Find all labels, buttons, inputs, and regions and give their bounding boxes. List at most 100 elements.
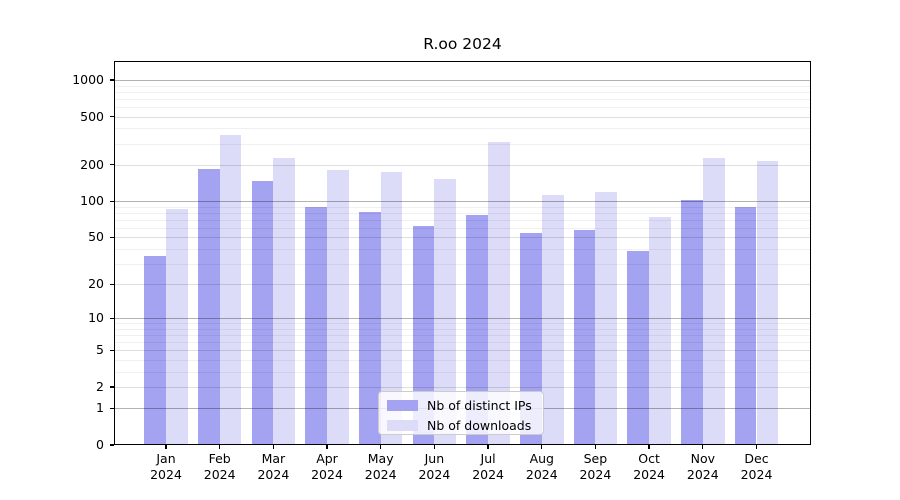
- bar-nb-of-downloads-may-2024: [380, 171, 403, 445]
- x-tick-label-sep-2024: Sep 2024: [579, 451, 612, 482]
- x-tick-may-2024: [380, 445, 382, 449]
- y-tick-1000: [110, 79, 114, 81]
- y-tick-50: [110, 236, 114, 238]
- x-tick-sep-2024: [594, 445, 597, 449]
- y-tick-500: [110, 115, 114, 118]
- plot-area: [114, 61, 811, 445]
- gridline-500: [114, 116, 811, 118]
- gridline-70: [114, 219, 811, 221]
- gridline-4: [114, 360, 811, 361]
- gridline-300: [114, 143, 811, 145]
- gridline-80: [114, 212, 811, 214]
- legend-swatch-downloads: [387, 420, 418, 431]
- x-tick-label-jul-2024: Jul 2024: [472, 451, 504, 482]
- y-tick-label-10: 10: [88, 310, 104, 326]
- legend-swatch-distinct-ips: [387, 400, 418, 411]
- bar-nb-of-downloads-feb-2024: [219, 135, 242, 445]
- bar-nb-of-distinct-ips-may-2024: [358, 212, 381, 445]
- gridline-60: [114, 227, 811, 229]
- x-tick-jun-2024: [433, 445, 436, 449]
- bar-nb-of-downloads-mar-2024: [273, 158, 296, 445]
- gridline-2: [114, 387, 811, 388]
- gridline-200: [114, 164, 811, 166]
- bar-nb-of-distinct-ips-apr-2024: [305, 207, 327, 445]
- gridline-400: [114, 128, 811, 130]
- legend: Nb of distinct IPs Nb of downloads: [378, 391, 544, 435]
- gridline-7: [114, 335, 811, 337]
- bar-nb-of-downloads-sep-2024: [595, 191, 618, 445]
- bar-nb-of-distinct-ips-dec-2024: [734, 206, 757, 445]
- x-tick-label-nov-2024: Nov 2024: [686, 451, 719, 482]
- x-tick-nov-2024: [702, 445, 704, 449]
- x-tick-label-dec-2024: Dec 2024: [740, 451, 773, 482]
- y-tick-200: [110, 164, 114, 166]
- y-tick-label-1000: 1000: [72, 72, 104, 87]
- gridline-600: [114, 106, 811, 108]
- x-tick-jan-2024: [165, 445, 167, 449]
- gridline-40: [114, 248, 811, 250]
- y-tick-label-2: 2: [96, 379, 104, 394]
- legend-item-downloads: Nb of downloads: [387, 417, 543, 434]
- y-tick-label-20: 20: [88, 276, 104, 292]
- gridline-50: [114, 237, 811, 239]
- gridline-800: [114, 91, 811, 93]
- gridline-9: [114, 323, 811, 325]
- gridline-700: [114, 98, 811, 100]
- y-tick-label-200: 200: [80, 156, 104, 172]
- bar-nb-of-distinct-ips-sep-2024: [573, 229, 596, 445]
- y-tick-label-1: 1: [96, 400, 104, 416]
- y-tick-0: [110, 444, 114, 446]
- gridline-3: [114, 371, 811, 373]
- y-tick-100: [110, 200, 114, 202]
- x-tick-label-aug-2024: Aug 2024: [525, 451, 558, 482]
- gridline-6: [114, 342, 811, 344]
- bar-nb-of-downloads-jun-2024: [434, 178, 457, 445]
- bar-nb-of-downloads-aug-2024: [541, 195, 564, 445]
- x-tick-label-oct-2024: Oct 2024: [633, 451, 665, 482]
- x-tick-mar-2024: [272, 445, 275, 449]
- gridline-20: [114, 284, 811, 286]
- legend-item-distinct-ips: Nb of distinct IPs: [387, 397, 543, 414]
- y-tick-label-50: 50: [88, 229, 104, 245]
- bar-nb-of-downloads-dec-2024: [756, 161, 779, 445]
- bar-nb-of-distinct-ips-jan-2024: [144, 255, 166, 445]
- bar-nb-of-distinct-ips-mar-2024: [251, 180, 274, 445]
- y-tick-5: [110, 349, 114, 351]
- bar-nb-of-distinct-ips-oct-2024: [627, 251, 650, 445]
- gridline-900: [114, 85, 811, 87]
- x-tick-aug-2024: [541, 445, 543, 449]
- bar-nb-of-downloads-jul-2024: [488, 141, 510, 445]
- bar-nb-of-distinct-ips-jun-2024: [412, 226, 435, 445]
- y-tick-20: [110, 283, 114, 285]
- y-tick-2: [110, 386, 114, 388]
- x-tick-label-jan-2024: Jan 2024: [150, 451, 182, 482]
- x-tick-feb-2024: [219, 445, 221, 449]
- bar-nb-of-downloads-nov-2024: [702, 158, 725, 445]
- y-tick-1: [110, 407, 114, 410]
- legend-label-distinct-ips: Nb of distinct IPs: [427, 398, 532, 413]
- bar-nb-of-distinct-ips-nov-2024: [681, 199, 703, 445]
- y-tick-10: [110, 317, 114, 319]
- x-tick-dec-2024: [755, 445, 758, 449]
- bar-nb-of-distinct-ips-jul-2024: [466, 214, 489, 445]
- bar-nb-of-downloads-oct-2024: [649, 216, 671, 445]
- y-tick-label-0: 0: [96, 437, 104, 452]
- gridline-1000: [114, 80, 811, 81]
- x-tick-oct-2024: [648, 445, 650, 449]
- gridline-5: [114, 350, 811, 352]
- gridline-10: [114, 318, 811, 320]
- gridline-30: [114, 263, 811, 265]
- y-tick-label-5: 5: [96, 342, 104, 358]
- bar-nb-of-distinct-ips-feb-2024: [197, 168, 220, 445]
- y-tick-label-500: 500: [80, 108, 104, 124]
- x-tick-label-feb-2024: Feb 2024: [203, 451, 236, 482]
- x-tick-label-jun-2024: Jun 2024: [418, 451, 451, 482]
- x-tick-jul-2024: [487, 445, 489, 449]
- bar-nb-of-downloads-apr-2024: [327, 170, 349, 445]
- gridline-8: [114, 328, 811, 330]
- x-tick-label-mar-2024: Mar 2024: [257, 451, 290, 482]
- x-tick-apr-2024: [326, 445, 328, 449]
- gridline-90: [114, 206, 811, 208]
- x-tick-label-apr-2024: Apr 2024: [311, 451, 343, 482]
